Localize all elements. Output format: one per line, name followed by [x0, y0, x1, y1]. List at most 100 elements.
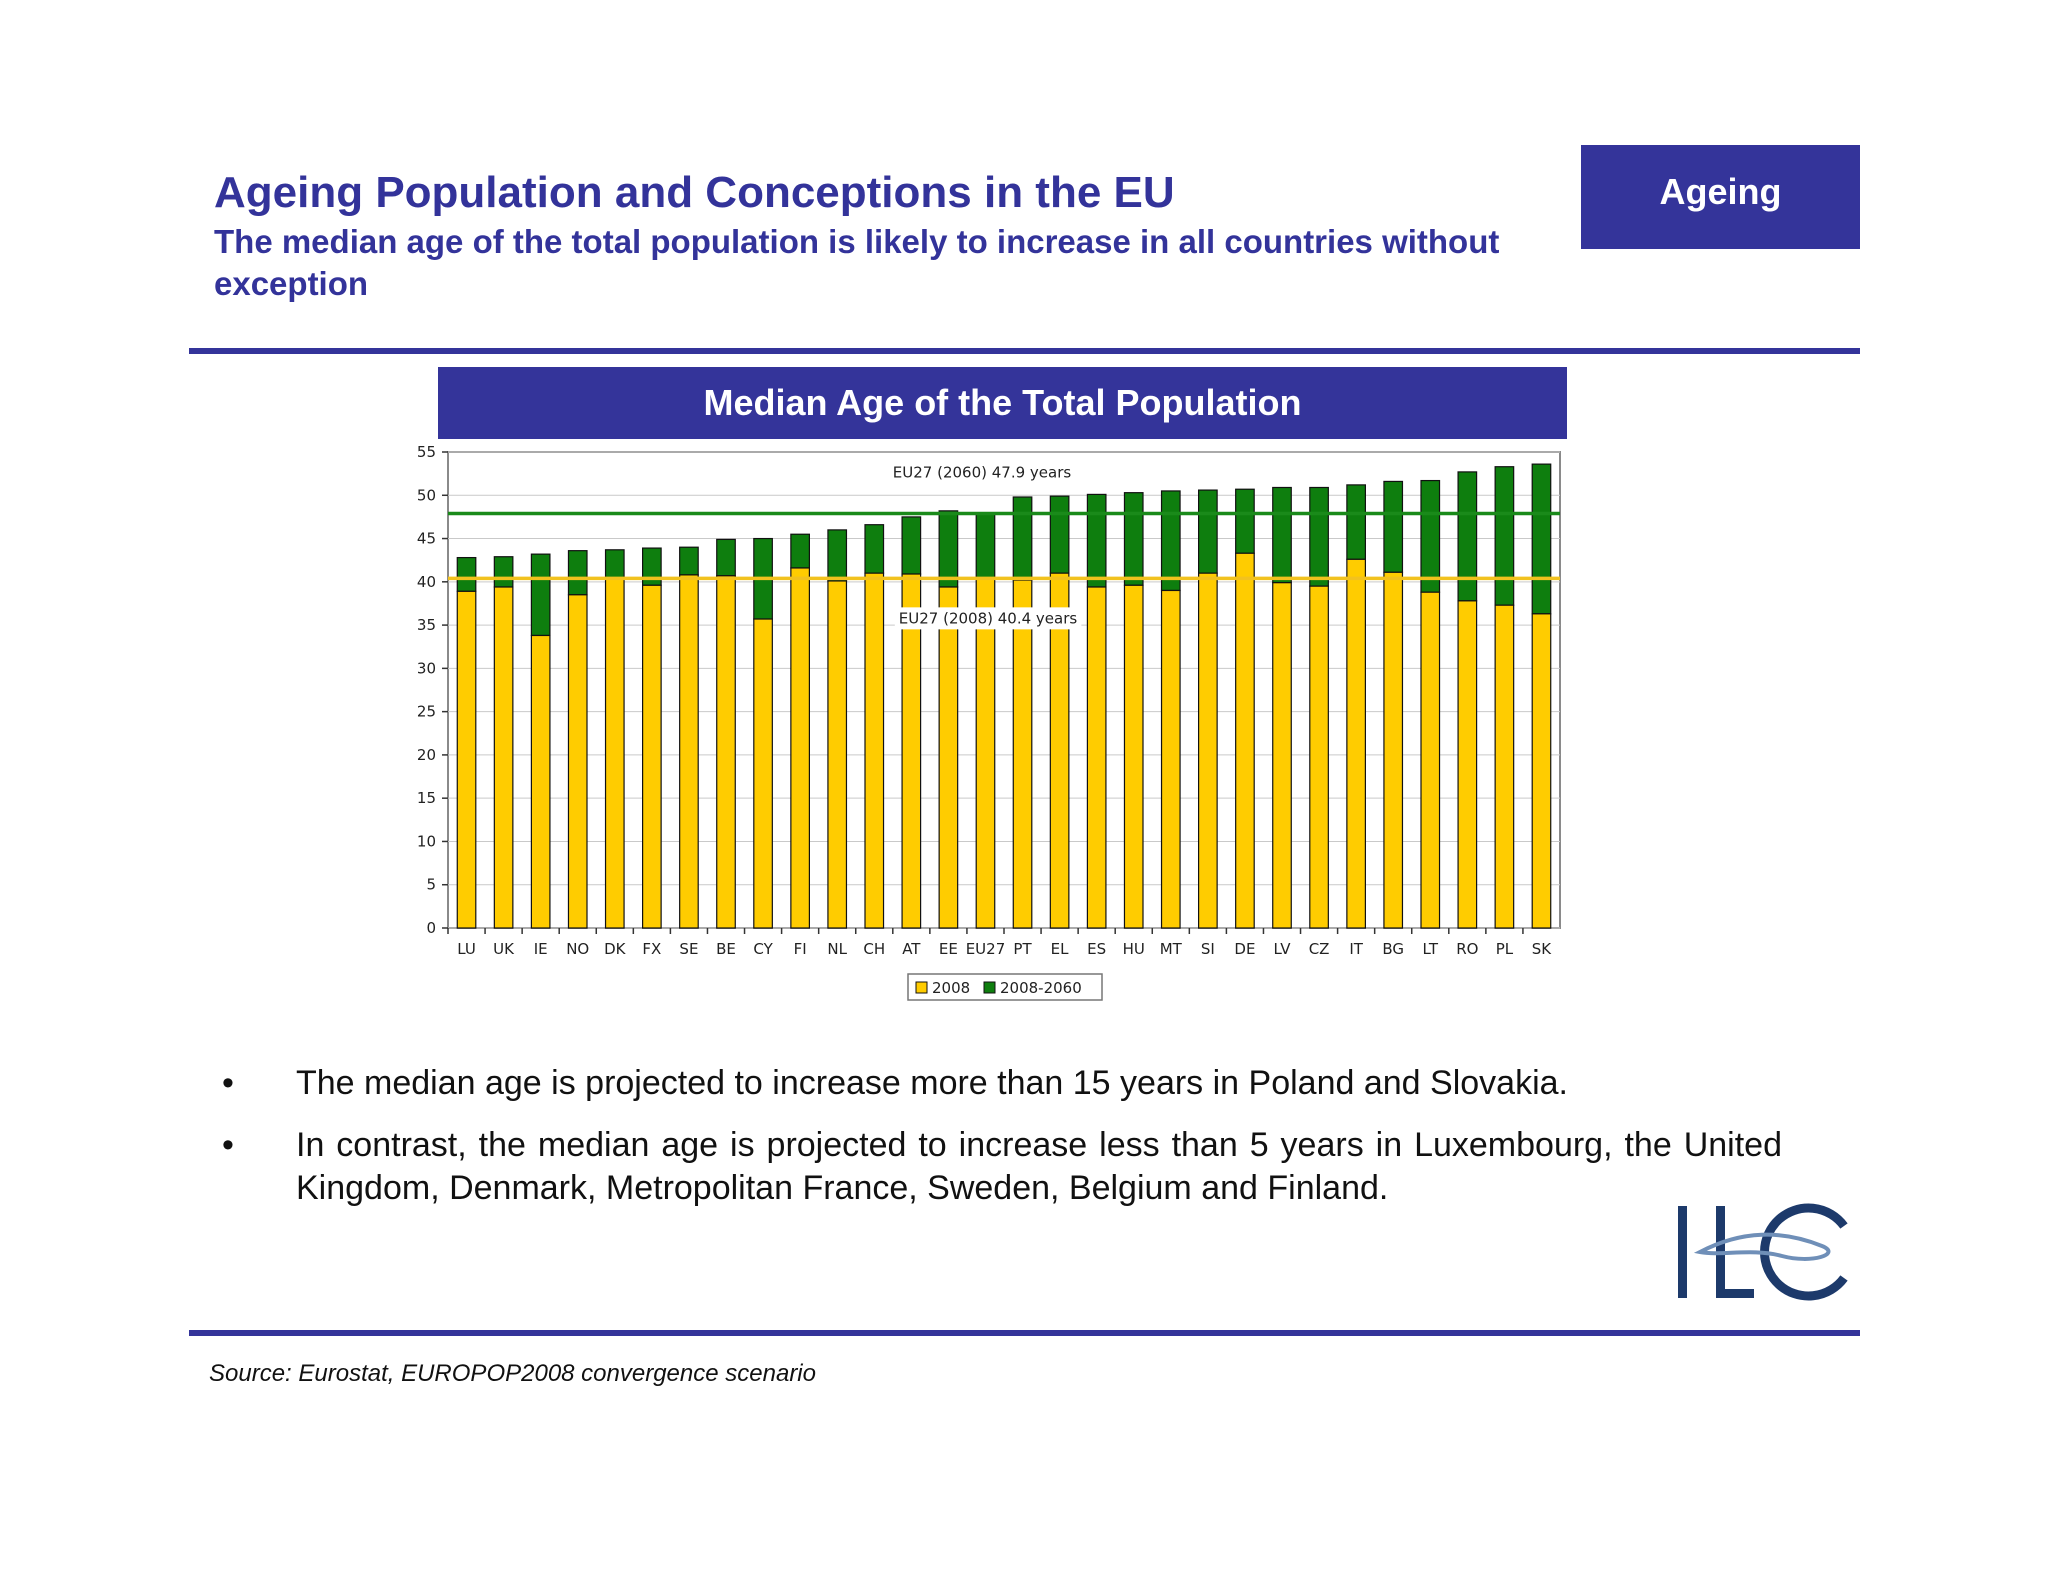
- y-tick-label: 15: [417, 789, 436, 807]
- bar-2008: [1272, 582, 1292, 929]
- bar-2008: [604, 577, 625, 929]
- x-tick-label: DE: [1234, 940, 1255, 958]
- legend-swatch-2008: [915, 981, 928, 994]
- bullet-symbol: •: [222, 1064, 234, 1102]
- y-tick-label: 55: [417, 443, 436, 461]
- bar-2008-2060: [938, 510, 959, 588]
- bar-2008-2060: [1309, 486, 1329, 587]
- bar-2008-2060: [975, 512, 996, 579]
- y-tick-label: 0: [426, 919, 436, 937]
- bar-2008-2060: [1086, 493, 1107, 588]
- x-tick-label: AT: [902, 940, 921, 958]
- bullet-item: • In contrast, the median age is project…: [218, 1124, 1782, 1211]
- x-tick-label: FI: [794, 940, 807, 958]
- y-tick-label: 35: [417, 616, 436, 634]
- x-tick-label: IT: [1349, 940, 1363, 958]
- bar-2008-2060: [1012, 496, 1033, 581]
- page-title: Ageing Population and Conceptions in the…: [214, 168, 1175, 217]
- bar-2008: [716, 575, 736, 929]
- page-subtitle: The median age of the total population i…: [214, 222, 1500, 303]
- bar-2008: [1123, 584, 1144, 929]
- bar-2008: [567, 594, 588, 929]
- bar-2008: [530, 634, 551, 929]
- y-tick-label: 5: [426, 876, 436, 894]
- bar-2008-2060: [790, 533, 811, 569]
- bar-2008: [753, 618, 773, 929]
- bar-2008: [1346, 558, 1366, 929]
- bar-2008: [679, 574, 699, 929]
- y-tick-label: 25: [417, 703, 436, 721]
- bar-2008-2060: [1383, 480, 1404, 573]
- x-tick-label: ES: [1087, 940, 1106, 958]
- bar-2008: [1383, 571, 1404, 929]
- x-tick-label: SI: [1201, 940, 1215, 958]
- x-tick-label: EU27: [966, 940, 1006, 958]
- bar-2008-2060: [1049, 495, 1070, 574]
- bar-2008: [1420, 591, 1441, 929]
- bullet-item: • The median age is projected to increas…: [218, 1062, 1782, 1106]
- section-tag: Ageing: [1581, 145, 1860, 249]
- source-note: Source: Eurostat, EUROPOP2008 convergenc…: [209, 1360, 816, 1387]
- bar-2008-2060: [901, 516, 922, 575]
- x-tick-label: IE: [534, 940, 548, 958]
- bar-2008: [1309, 585, 1329, 929]
- x-tick-label: BG: [1382, 940, 1404, 958]
- x-tick-label: LT: [1423, 940, 1439, 958]
- bar-2008-2060: [456, 556, 477, 592]
- median-age-chart: 0 5 10 15 20 25 30 35 40 45 50 55 LU UK IE NO DK FX SE BE CY…: [417, 443, 1561, 1001]
- chart-header: Median Age of the Total Population: [438, 367, 1567, 439]
- x-tick-label: CZ: [1309, 940, 1330, 958]
- ilc-logo: [1678, 1203, 1848, 1301]
- x-tick-label: HU: [1123, 940, 1145, 958]
- bar-2008-2060: [567, 550, 588, 596]
- bar-2008-2060: [1346, 484, 1366, 560]
- bar-2008-2060: [1197, 489, 1218, 574]
- bar-2008: [1049, 572, 1070, 929]
- y-tick-label: 30: [417, 659, 436, 677]
- legend-label-2008-2060: 2008-2060: [1000, 979, 1082, 997]
- bar-2008-2060: [604, 549, 625, 579]
- bar-2008: [493, 586, 514, 929]
- bar-2008: [864, 572, 885, 929]
- y-tick-label: 50: [417, 486, 436, 504]
- bar-2008: [901, 573, 922, 929]
- x-tick-label: LU: [457, 940, 476, 958]
- legend-swatch-2008-2060: [983, 981, 996, 994]
- bar-2008-2060: [1531, 463, 1552, 615]
- bullet-symbol: •: [222, 1125, 234, 1164]
- bar-2008: [975, 577, 996, 929]
- top-divider: [189, 348, 1860, 354]
- bar-2008: [1086, 586, 1107, 929]
- y-tick-label: 40: [417, 573, 436, 591]
- bar-2008: [827, 580, 848, 929]
- bar-2008: [1531, 613, 1552, 929]
- bullet-text: In contrast, the median age is projected…: [296, 1125, 1782, 1208]
- bar-2008-2060: [827, 529, 848, 582]
- bar-2008-2060: [1420, 479, 1441, 593]
- x-tick-label: EL: [1051, 940, 1069, 958]
- bar-2008: [1494, 604, 1515, 929]
- bar-2008-2060: [1494, 466, 1515, 606]
- y-tick-label: 20: [417, 746, 436, 764]
- bottom-divider: [189, 1330, 1860, 1336]
- x-tick-label: NL: [827, 940, 847, 958]
- bar-2008: [1160, 589, 1181, 929]
- bar-2008: [642, 584, 662, 929]
- x-tick-label: LV: [1274, 940, 1292, 958]
- x-tick-label: NO: [566, 940, 589, 958]
- x-tick-label: DK: [604, 940, 627, 958]
- bar-2008-2060: [1123, 492, 1144, 586]
- x-tick-label: FX: [642, 940, 661, 958]
- x-tick-label: PL: [1496, 940, 1514, 958]
- x-tick-label: UK: [493, 940, 515, 958]
- bar-2008-2060: [530, 553, 551, 637]
- bar-2008: [1197, 572, 1218, 929]
- bar-2008: [790, 567, 811, 929]
- x-tick-label: PT: [1013, 940, 1032, 958]
- bar-2008-2060: [1272, 486, 1292, 584]
- y-tick-label: 10: [417, 832, 436, 850]
- bar-2008-2060: [679, 546, 699, 576]
- legend-label-2008: 2008: [932, 979, 970, 997]
- x-tick-label: CY: [753, 940, 773, 958]
- bar-2008-2060: [1160, 490, 1181, 592]
